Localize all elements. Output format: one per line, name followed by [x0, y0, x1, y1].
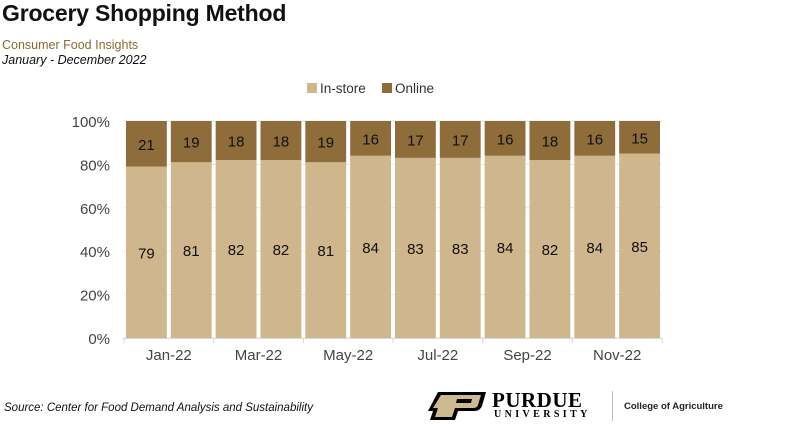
data-label-online: 16: [362, 131, 379, 148]
x-tick-label: Jul-22: [417, 347, 458, 364]
chart-title: Grocery Shopping Method: [2, 0, 287, 26]
data-label-in-store: 84: [362, 240, 379, 257]
data-label-in-store: 84: [586, 240, 603, 257]
y-tick-label: 20%: [80, 288, 110, 305]
data-label-in-store: 81: [317, 243, 334, 260]
bar-in-store: [260, 160, 302, 338]
data-label-in-store: 82: [273, 242, 290, 259]
bar-online: [350, 121, 391, 156]
chart-subtitle: Consumer Food Insights: [2, 38, 139, 52]
bar-online: [260, 121, 302, 161]
date-range: January - December 2022: [2, 53, 147, 67]
bar-online: [619, 121, 660, 154]
data-label-online: 17: [452, 132, 469, 149]
y-tick-label: 60%: [80, 201, 110, 218]
legend-label-in-store: In-store: [320, 81, 366, 96]
data-label-online: 16: [497, 131, 514, 148]
legend-swatch-in-store: [307, 83, 317, 93]
bar-in-store: [350, 155, 391, 338]
data-label-in-store: 85: [631, 239, 648, 256]
bar-in-store: [215, 160, 257, 338]
bar-online: [574, 121, 616, 156]
purdue-p-logo-icon: [428, 392, 486, 420]
data-label-online: 16: [586, 131, 603, 148]
data-label-online: 19: [317, 135, 334, 152]
bar-online: [529, 121, 571, 161]
bar-online: [170, 121, 212, 163]
x-tick-label: May-22: [323, 347, 373, 364]
data-label-in-store: 83: [407, 241, 424, 258]
x-tick-label: Nov-22: [593, 347, 641, 364]
data-label-in-store: 79: [138, 245, 155, 262]
source-note: Source: Center for Food Demand Analysis …: [4, 402, 313, 414]
bar-in-store: [170, 162, 212, 338]
bar-in-store: [395, 157, 436, 338]
y-tick-label: 40%: [80, 244, 110, 261]
stacked-bar-chart: In-store Online 0% 20% 40% 60% 80% 100% 79 21 8…: [72, 81, 663, 364]
data-label-online: 18: [542, 134, 559, 151]
university-wordmark: UNIVERSITY: [494, 409, 591, 420]
x-tick-label: Sep-22: [503, 347, 551, 364]
data-label-online: 18: [273, 134, 290, 151]
y-tick-label: 100%: [72, 114, 110, 131]
bar-online: [215, 121, 257, 161]
college-name: College of Agriculture: [624, 401, 723, 412]
bar-in-store: [305, 162, 347, 338]
purdue-wordmark: PURDUE: [492, 388, 583, 412]
data-label-in-store: 83: [452, 241, 469, 258]
data-label-online: 15: [631, 130, 648, 147]
bars: 79 21 81 19 82 18 82 18 81 19 84 16 83 17 83 17 84 16 82 18…: [126, 121, 660, 338]
legend-swatch-online: [382, 83, 392, 93]
bar-online: [395, 121, 436, 158]
data-label-online: 18: [228, 134, 245, 151]
bar-in-store: [126, 166, 167, 338]
bar-in-store: [574, 155, 616, 338]
data-label-online: 21: [138, 137, 155, 154]
logo-divider: [612, 391, 613, 421]
bar-in-store: [439, 157, 481, 338]
data-label-online: 19: [183, 135, 200, 152]
legend: In-store Online: [307, 81, 434, 96]
x-axis: Jan-22 Mar-22 May-22 Jul-22 Sep-22 Nov-22: [122, 338, 663, 364]
y-tick-label: 80%: [80, 157, 110, 174]
data-label-in-store: 82: [542, 242, 559, 259]
data-label-in-store: 81: [183, 243, 200, 260]
bar-in-store: [529, 160, 571, 338]
legend-label-online: Online: [395, 81, 434, 96]
bar-in-store: [484, 155, 526, 338]
y-axis: 0% 20% 40% 60% 80% 100%: [72, 114, 110, 348]
data-label-in-store: 82: [228, 242, 245, 259]
bar-online: [484, 121, 526, 156]
data-label-in-store: 84: [497, 240, 514, 257]
bar-online: [305, 121, 347, 163]
bar-online: [439, 121, 481, 158]
bar-in-store: [619, 153, 660, 338]
data-label-online: 17: [407, 132, 424, 149]
y-tick-label: 0%: [88, 331, 110, 348]
x-tick-label: Mar-22: [235, 347, 283, 364]
bar-online: [126, 121, 167, 167]
x-tick-label: Jan-22: [146, 347, 192, 364]
